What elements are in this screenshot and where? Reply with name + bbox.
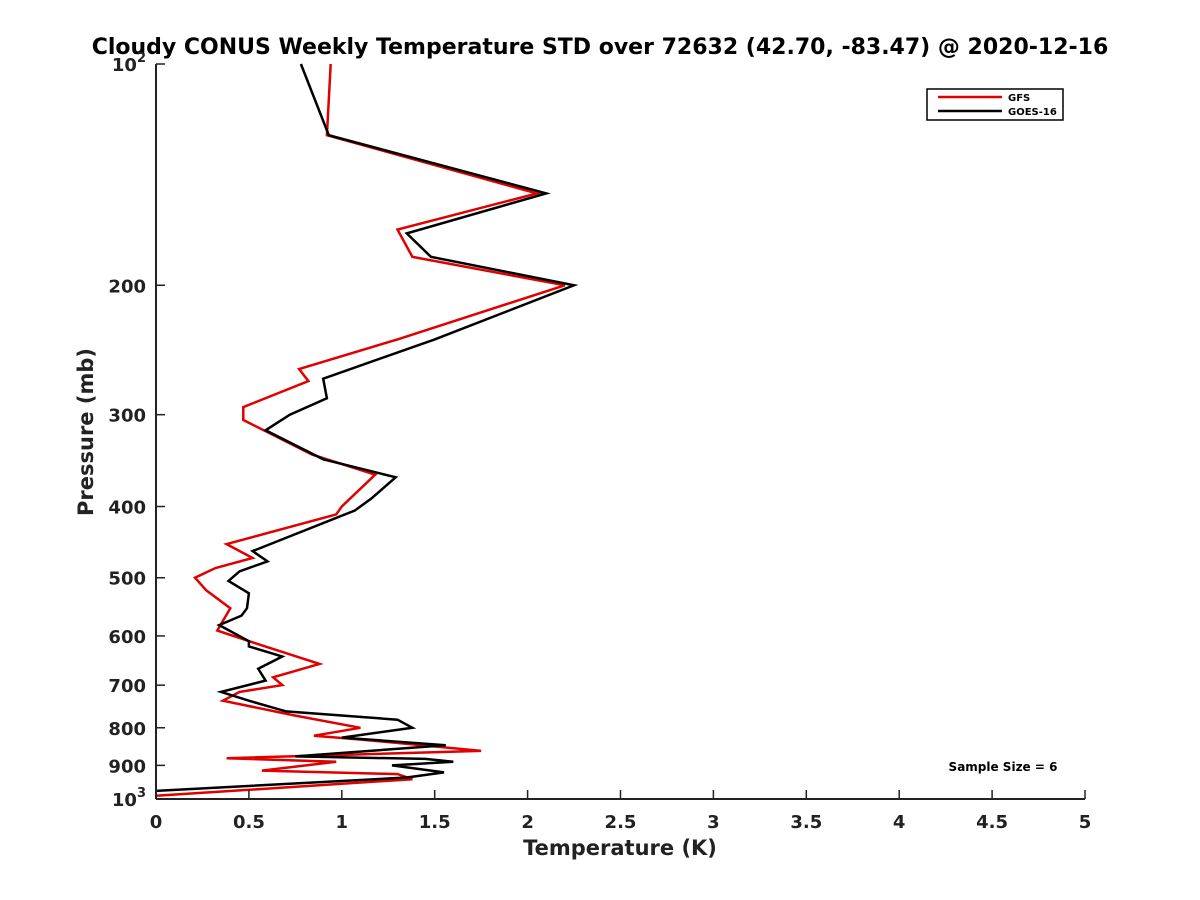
y-tick-label: 102 (112, 51, 146, 76)
x-ticks: 0 0.5 1 1.5 2 2.5 3 3.5 4 4.5 5 (150, 790, 1092, 833)
x-tick-label: 3.5 (790, 812, 822, 833)
y-tick-label: 103 (112, 786, 146, 811)
y-tick-label: 600 (108, 627, 146, 648)
legend-box (926, 88, 1064, 121)
x-tick-label: 0 (150, 812, 163, 833)
x-tick-label: 0.5 (233, 812, 265, 833)
x-axis-label: Temperature (K) (523, 836, 717, 860)
x-tick-label: 2 (521, 812, 534, 833)
chart-title: Cloudy CONUS Weekly Temperature STD over… (92, 35, 1109, 60)
series-layer (155, 63, 579, 798)
x-tick-label: 1 (336, 812, 349, 833)
y-tick-label: 400 (108, 498, 146, 519)
x-tick-label: 1.5 (419, 812, 451, 833)
y-axis-label: Pressure (mb) (74, 348, 98, 516)
series-line-goes16 (155, 63, 579, 793)
sample-size-annotation: Sample Size = 6 (949, 760, 1058, 774)
legend: GFS GOES-16 (926, 88, 1064, 121)
legend-label-goes16: GOES-16 (1008, 107, 1057, 118)
legend-label-gfs: GFS (1008, 93, 1030, 104)
y-tick-label: 200 (108, 276, 146, 297)
y-tick-label: 700 (108, 676, 146, 697)
x-tick-label: 5 (1079, 812, 1092, 833)
y-tick-label: 900 (108, 756, 146, 777)
y-tick-label: 800 (108, 719, 146, 740)
x-tick-label: 4 (893, 812, 906, 833)
y-tick-label: 300 (108, 406, 146, 427)
y-tick-label: 500 (108, 569, 146, 590)
y-ticks: 102 200 300 400 500 600 700 800 900 103 (108, 51, 165, 811)
x-tick-label: 3 (707, 812, 720, 833)
x-tick-label: 4.5 (976, 812, 1008, 833)
x-tick-label: 2.5 (605, 812, 637, 833)
